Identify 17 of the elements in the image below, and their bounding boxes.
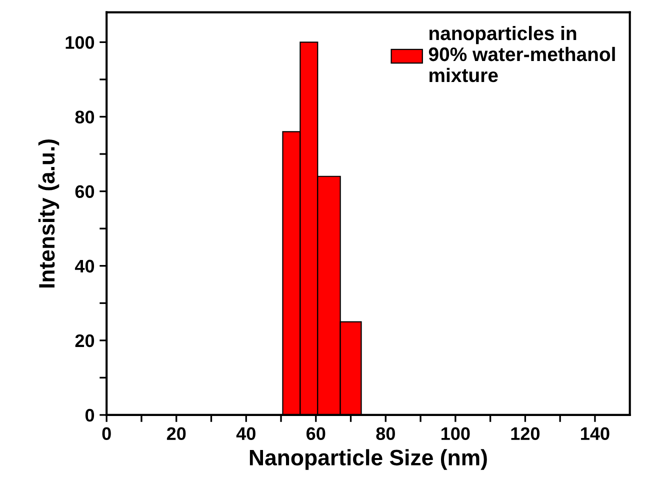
x-tick-label: 80 xyxy=(376,427,395,440)
x-axis-title: Nanoparticle Size (nm) xyxy=(250,449,487,470)
y-tick-label: 100 xyxy=(66,36,94,49)
y-tick-label: 40 xyxy=(74,260,94,273)
x-tick-label: 100 xyxy=(442,427,470,440)
x-tick-label: 60 xyxy=(306,427,326,440)
x-tick-label: 140 xyxy=(581,427,610,440)
y-tick-label: 0 xyxy=(85,408,94,422)
x-tick-label: 40 xyxy=(236,427,256,440)
x-tick-label: 120 xyxy=(511,427,540,440)
y-tick-label: 80 xyxy=(75,110,94,124)
y-tick-label: 60 xyxy=(75,185,94,198)
x-tick-label: 0 xyxy=(102,427,111,440)
y-axis-title: Intensity (a.u.) xyxy=(38,139,60,288)
legend-label: nanoparticles in 90% water-methanol mixture xyxy=(428,26,615,82)
y-tick-label: 20 xyxy=(75,334,94,348)
x-tick-label: 20 xyxy=(166,427,186,440)
